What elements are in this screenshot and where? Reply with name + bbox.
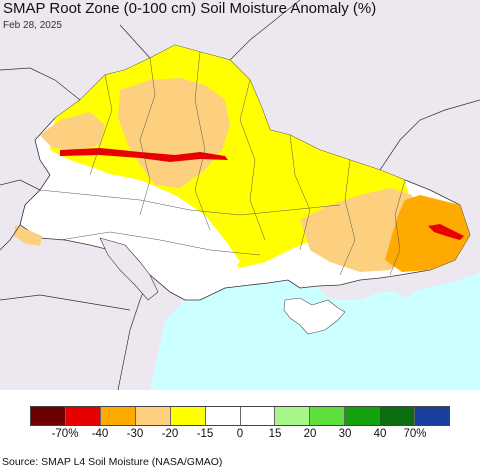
legend-swatch xyxy=(31,407,66,425)
legend-swatch xyxy=(380,407,416,425)
dry-patch-donbas xyxy=(385,195,470,272)
map-date: Feb 28, 2025 xyxy=(3,20,62,31)
neighbor-borders xyxy=(0,0,480,390)
legend-tick-label: -30 xyxy=(126,428,144,440)
moldova xyxy=(99,237,159,301)
dry-patch-northwest xyxy=(40,112,105,150)
legend-swatch xyxy=(205,407,241,425)
legend-swatch xyxy=(135,407,171,425)
legend-swatch xyxy=(345,407,381,425)
legend-tick-label: 0 xyxy=(236,428,244,440)
legend-swatch xyxy=(310,407,346,425)
color-legend xyxy=(30,406,450,426)
legend-tick-label: -70% xyxy=(51,428,79,440)
legend-swatch xyxy=(275,407,311,425)
legend-tick-label: 15 xyxy=(268,428,282,440)
map-canvas xyxy=(0,0,480,390)
map xyxy=(0,0,480,390)
near-normal-central xyxy=(45,172,240,280)
severe-dry-east xyxy=(428,224,464,240)
legend-swatch xyxy=(240,407,276,425)
legend-ticks: -70% -40 -30 -20 -15 0 15 20 30 40 70% xyxy=(30,428,450,442)
legend-tick-label: -15 xyxy=(196,428,214,440)
legend-tick-label: 70% xyxy=(403,428,427,440)
oblast-borders xyxy=(39,51,406,276)
source-credit: Source: SMAP L4 Soil Moisture (NASA/GMAO… xyxy=(2,456,223,468)
legend-tick-label: 40 xyxy=(373,428,387,440)
legend-tick-label: -40 xyxy=(91,428,109,440)
map-title: SMAP Root Zone (0-100 cm) Soil Moisture … xyxy=(3,0,377,17)
legend-tick-label: 30 xyxy=(338,428,352,440)
legend-tick-label: -20 xyxy=(161,428,179,440)
crimea xyxy=(283,297,346,335)
legend-swatch xyxy=(170,407,206,425)
legend-swatch xyxy=(100,407,136,425)
legend-tick-label: 20 xyxy=(303,428,317,440)
dry-patch-central-north xyxy=(118,78,230,188)
dry-patch-southwest xyxy=(14,225,42,246)
legend-swatch xyxy=(65,407,101,425)
legend-swatch xyxy=(415,407,450,425)
